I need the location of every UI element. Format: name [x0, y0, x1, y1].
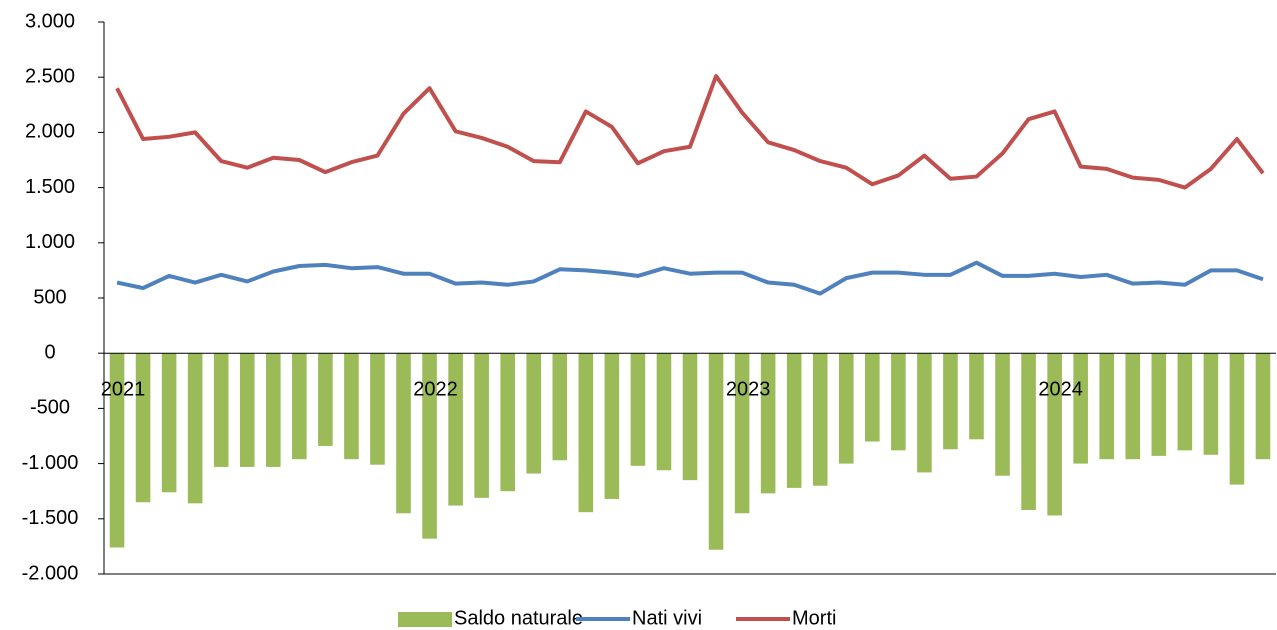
bar	[422, 353, 437, 539]
bar	[213, 353, 229, 467]
bar	[1203, 353, 1219, 455]
bar	[1021, 353, 1036, 510]
bar	[682, 353, 698, 481]
bar	[161, 353, 177, 493]
bar	[1073, 353, 1088, 464]
bar	[969, 353, 984, 440]
line	[116, 260, 1264, 296]
legend-swatch	[398, 612, 452, 627]
bar	[318, 353, 333, 446]
bar	[708, 353, 724, 550]
bar	[500, 353, 515, 492]
bar	[1255, 353, 1271, 460]
bar	[187, 353, 203, 504]
y-tick-label: -1.000	[22, 452, 79, 474]
bar	[786, 353, 802, 488]
bar	[370, 353, 385, 465]
bar	[135, 353, 151, 503]
x-tick-label: 2023	[726, 378, 771, 400]
bar	[812, 353, 828, 486]
bar	[734, 353, 750, 514]
bar	[474, 353, 489, 498]
bar	[1125, 353, 1141, 460]
y-tick-label: 3.000	[25, 10, 75, 32]
bar	[344, 353, 359, 460]
bar	[838, 353, 854, 464]
bar	[578, 353, 594, 513]
bar	[448, 353, 463, 506]
bar	[1047, 353, 1062, 516]
bar	[656, 353, 672, 471]
y-tick-label: 500	[33, 286, 66, 308]
bar	[1229, 353, 1245, 485]
y-tick-label: 2.000	[25, 121, 75, 143]
bar	[760, 353, 776, 494]
bar	[865, 353, 880, 442]
y-tick-label: 1.500	[25, 176, 75, 198]
bar	[109, 353, 125, 548]
bar	[1151, 353, 1167, 456]
bar	[292, 353, 307, 460]
y-tick-label: -2.000	[22, 562, 79, 584]
bar	[1177, 353, 1193, 451]
y-tick-label: 2.500	[25, 65, 75, 87]
bar	[917, 353, 932, 473]
bar	[604, 353, 620, 499]
bar	[265, 353, 281, 467]
x-tick-label: 2022	[413, 378, 458, 400]
y-tick-label: 1.000	[25, 231, 75, 253]
bar	[396, 353, 411, 514]
y-tick-label: -500	[30, 397, 70, 419]
line	[115, 74, 1265, 190]
y-tick-label: 0	[44, 341, 55, 363]
legend-label: Morti	[792, 607, 836, 629]
legend-label: Nati vivi	[632, 607, 702, 629]
bar	[1099, 353, 1115, 460]
x-tick-label: 2021	[101, 378, 146, 400]
bar	[943, 353, 958, 450]
bar	[630, 353, 646, 466]
bar	[552, 353, 568, 461]
bar	[995, 353, 1010, 476]
bar	[239, 353, 255, 467]
x-tick-label: 2024	[1038, 378, 1083, 400]
bar	[526, 353, 542, 474]
bar	[891, 353, 906, 451]
legend-label: Saldo naturale	[454, 607, 583, 629]
y-tick-label: -1.500	[22, 507, 79, 529]
